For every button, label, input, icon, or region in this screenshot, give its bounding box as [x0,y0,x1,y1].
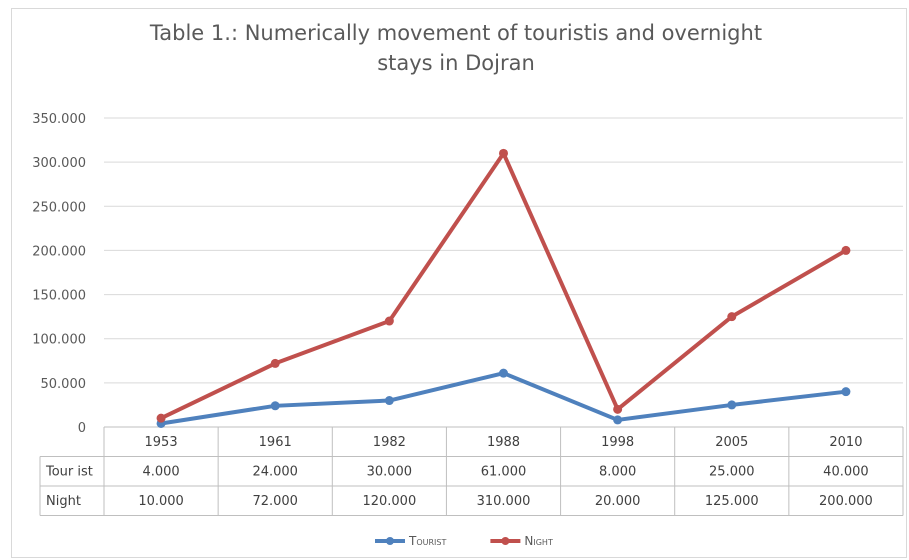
table-cell: 72.000 [252,494,298,509]
data-point-tourist [727,400,737,410]
series-line-tourist [159,371,848,426]
data-point-night [499,148,508,158]
category-label: 2005 [715,435,748,450]
table-cell: 61.000 [481,465,527,480]
data-point-tourist [270,401,280,411]
y-tick-label: 300.000 [32,156,86,171]
table-cell: 25.000 [709,465,755,480]
table-cell: 120.000 [362,494,416,509]
table-cell: 20.000 [595,494,641,509]
table-row-header: Tour ist [45,465,93,480]
y-tick-label: 50.000 [41,377,87,392]
category-label: 1988 [487,435,520,450]
legend-label-tourist: Tourist [408,534,446,548]
table-row-header: Night [46,494,81,509]
category-label: 1998 [601,435,634,450]
category-label: 2010 [829,435,862,450]
category-label: 1961 [259,435,292,450]
chart-frame [11,8,907,558]
data-point-night [841,245,851,255]
y-tick-label: 350.000 [32,112,86,127]
legend-marker-night [501,537,510,545]
legend-label-night: Night [524,534,553,548]
y-tick-label: 200.000 [32,244,86,259]
table-cell: 24.000 [252,465,298,480]
table-cell: 200.000 [819,494,873,509]
y-tick-label: 0 [78,421,86,436]
data-point-night [156,413,166,423]
table-cell: 30.000 [367,465,413,480]
data-point-tourist [613,415,623,425]
category-label: 1953 [145,435,178,450]
data-point-night [613,404,623,414]
y-tick-label: 250.000 [32,200,86,215]
table-cell: 125.000 [705,494,759,509]
y-tick-label: 150.000 [32,289,86,304]
data-point-night [384,316,394,326]
series-line-night [159,151,848,421]
table-cell: 8.000 [599,465,636,480]
data-point-tourist [499,368,508,378]
data-point-night [270,358,280,368]
table-cell: 4.000 [142,465,179,480]
data-point-tourist [841,387,851,397]
data-point-tourist [384,396,394,406]
table-cell: 40.000 [823,465,869,480]
table-cell: 310.000 [477,494,531,509]
chart-title-line: Table 1.: Numerically movement of touris… [149,21,762,45]
table-cell: 10.000 [138,494,184,509]
y-tick-label: 100.000 [32,333,86,348]
chart-title-line: stays in Dojran [377,51,535,75]
legend-marker-tourist [386,537,394,545]
data-point-night [727,312,737,322]
category-label: 1982 [373,435,406,450]
